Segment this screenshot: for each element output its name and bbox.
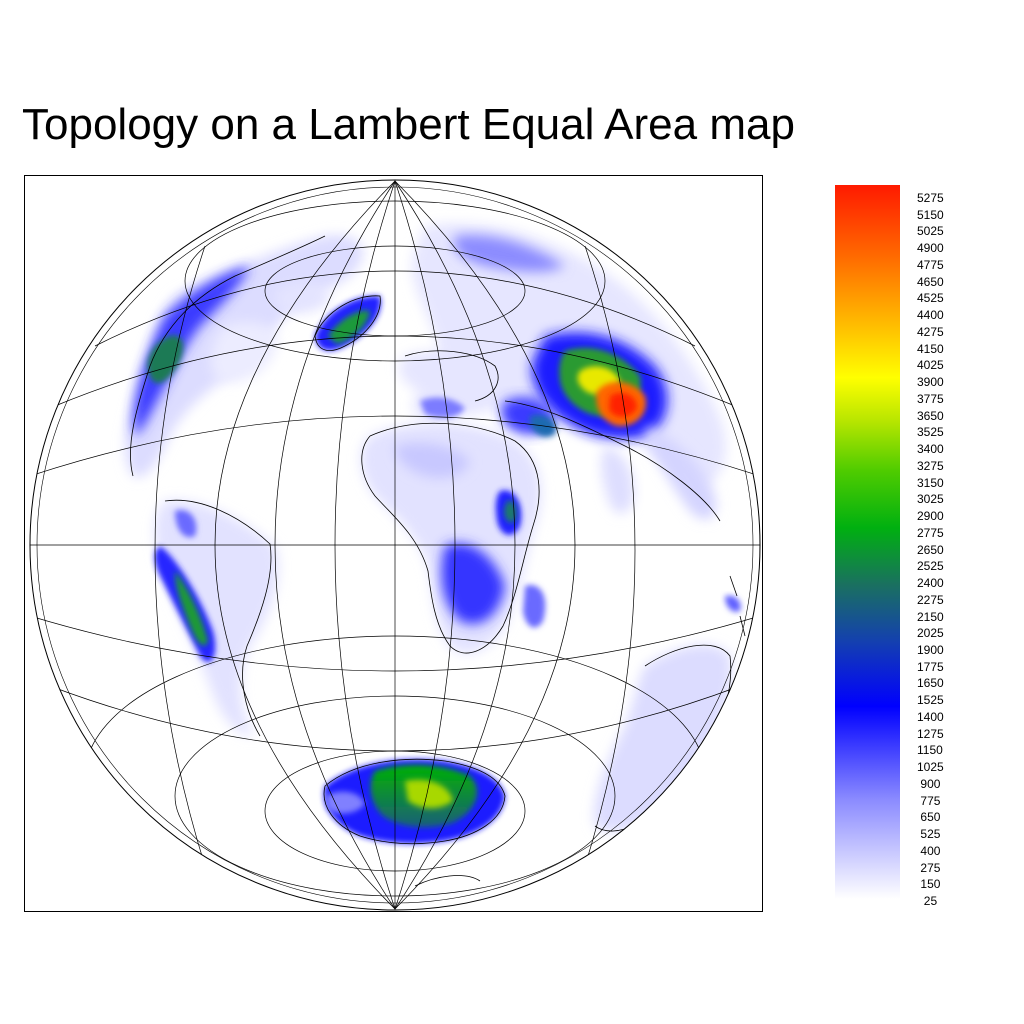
colorbar-label: 3775 — [917, 391, 944, 406]
colorbar-label: 2900 — [917, 509, 944, 524]
north-america — [125, 235, 364, 477]
colorbar-label: 1400 — [917, 709, 944, 724]
colorbar-label: 4525 — [917, 291, 944, 306]
colorbar-label: 2650 — [917, 542, 944, 557]
colorbar-label: 5025 — [917, 224, 944, 239]
colorbar-label: 4275 — [917, 324, 944, 339]
colorbar-label: 4900 — [917, 241, 944, 256]
globe-inner-outline — [36, 186, 754, 904]
colorbar-label: 4400 — [917, 308, 944, 323]
colorbar-label: 1025 — [917, 760, 944, 775]
colorbar-label: 5275 — [917, 191, 944, 205]
colorbar-label: 2025 — [917, 626, 944, 641]
australia — [594, 595, 741, 832]
map-panel — [24, 175, 763, 912]
colorbar-label: 5150 — [917, 207, 944, 222]
colorbar-label: 1900 — [917, 642, 944, 657]
colorbar-label: 525 — [920, 827, 941, 842]
colorbar-label: 1150 — [917, 743, 943, 758]
globe-outline — [29, 179, 761, 911]
colorbar-label: 1275 — [917, 726, 944, 741]
colorbar-label: 150 — [920, 877, 941, 892]
colorbar-label: 775 — [920, 793, 941, 808]
colorbar-label: 3650 — [917, 408, 944, 423]
colorbar-label: 3400 — [917, 442, 944, 457]
colorbar-label: 3025 — [917, 492, 944, 507]
colorbar-label: 4025 — [917, 358, 944, 373]
colorbar-label: 2775 — [917, 525, 944, 540]
colorbar-label: 3275 — [917, 458, 944, 473]
colorbar-label: 400 — [920, 843, 941, 858]
europe — [398, 350, 499, 419]
antarctica — [324, 759, 505, 844]
colorbar-label: 650 — [920, 810, 941, 825]
greenland — [315, 295, 381, 351]
colorbar-label: 3525 — [917, 425, 944, 440]
lambert-map — [29, 179, 761, 911]
colorbar-label: 1525 — [917, 693, 944, 708]
colorbar-label: 1775 — [917, 659, 944, 674]
map-title: Topology on a Lambert Equal Area map — [22, 100, 795, 149]
topography-layer — [125, 223, 741, 844]
colorbar-label: 900 — [920, 776, 941, 791]
colorbar-label: 25 — [923, 894, 938, 909]
colorbar-label: 4150 — [917, 341, 944, 356]
colorbar-label: 2400 — [917, 576, 944, 591]
graticule — [30, 180, 760, 910]
colorbar-label: 2525 — [917, 559, 944, 574]
colorbar — [835, 185, 900, 899]
colorbar-label: 3150 — [917, 475, 944, 490]
colorbar-label: 3900 — [917, 375, 944, 390]
colorbar-label: 275 — [920, 860, 941, 875]
south-america — [154, 500, 279, 736]
colorbar-label: 2275 — [917, 592, 944, 607]
colorbar-label: 2150 — [917, 609, 944, 624]
colorbar-label: 4775 — [917, 257, 944, 272]
africa — [360, 423, 546, 654]
colorbar-label: 4650 — [917, 274, 944, 289]
colorbar-gradient — [835, 185, 900, 899]
colorbar-label: 1650 — [917, 676, 944, 691]
